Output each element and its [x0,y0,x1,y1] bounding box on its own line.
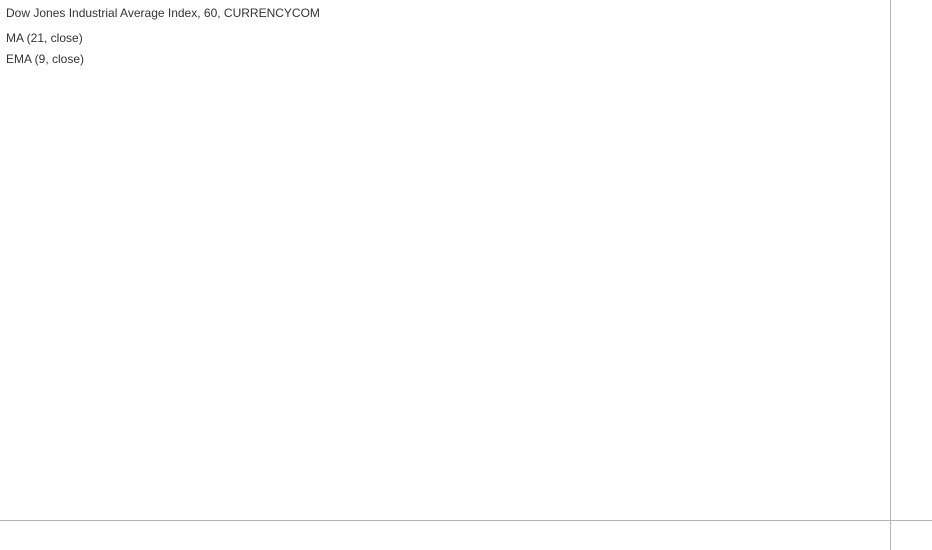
chart-title: Dow Jones Industrial Average Index, 60, … [6,6,320,20]
legend-entry: EMA (9, close) [6,52,84,66]
legend: Dow Jones Industrial Average Index, 60, … [6,6,320,66]
legend-entry: MA (21, close) [6,31,83,45]
